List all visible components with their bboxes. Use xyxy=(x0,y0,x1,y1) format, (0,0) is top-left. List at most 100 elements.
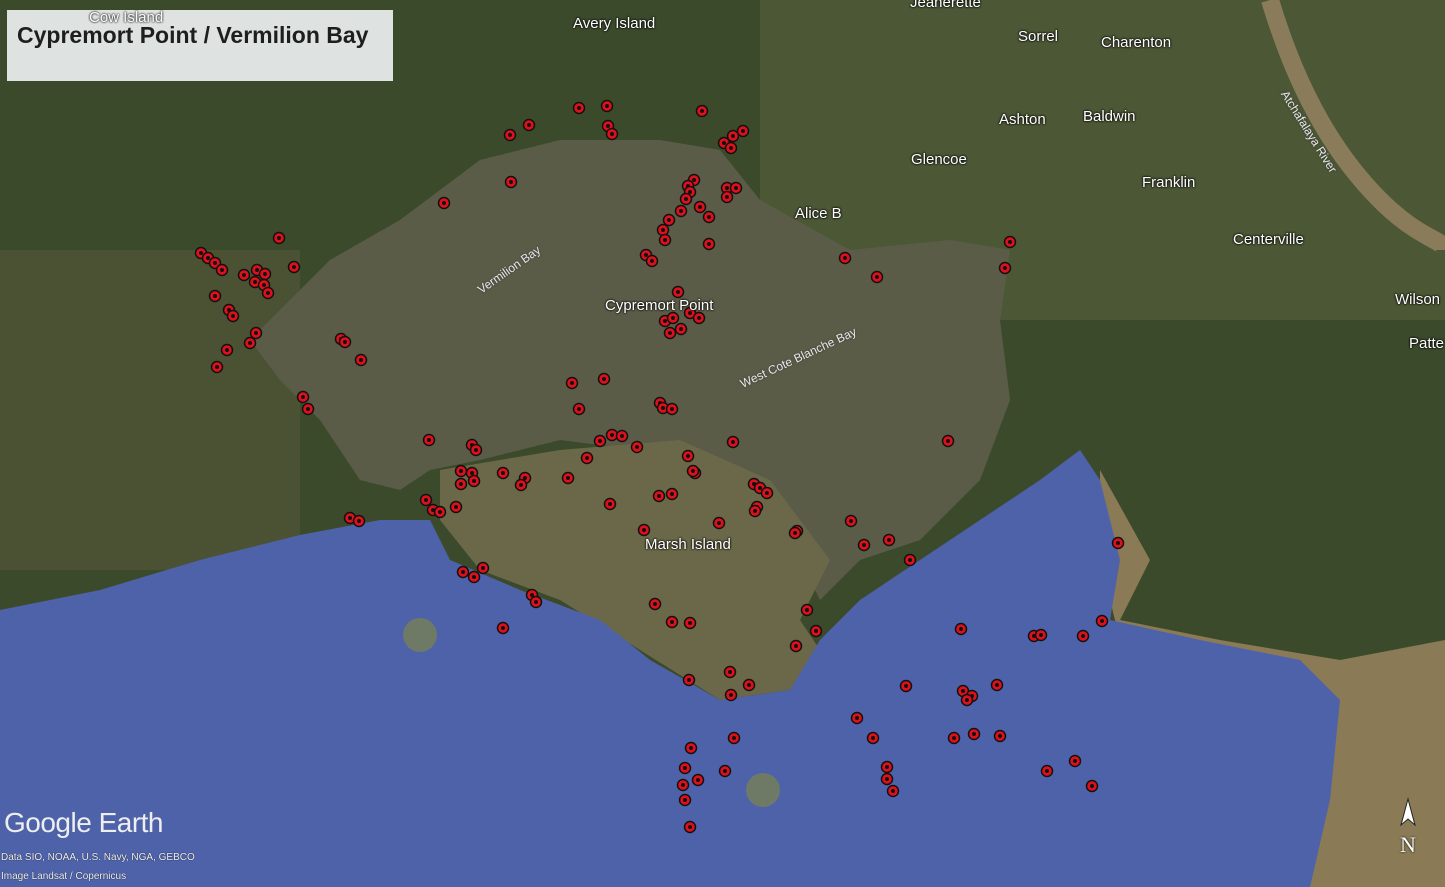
location-marker-center xyxy=(734,186,738,190)
place-avery-island[interactable]: Avery Island xyxy=(573,15,656,32)
location-marker-center xyxy=(688,311,692,315)
location-marker-center xyxy=(683,766,687,770)
location-marker-center xyxy=(793,531,797,535)
location-marker-center xyxy=(725,195,729,199)
location-marker-center xyxy=(722,141,726,145)
data-credit: Data SIO, NOAA, U.S. Navy, NGA, GEBCO xyxy=(1,852,195,863)
location-marker-center xyxy=(765,491,769,495)
location-marker-center xyxy=(657,494,661,498)
location-marker-center xyxy=(472,575,476,579)
location-marker-center xyxy=(723,769,727,773)
location-marker-center xyxy=(225,348,229,352)
location-marker-center xyxy=(306,407,310,411)
location-marker-center xyxy=(692,178,696,182)
place-alice-b[interactable]: Alice B xyxy=(795,205,842,222)
location-marker-center xyxy=(1081,634,1085,638)
location-marker-center xyxy=(608,502,612,506)
location-marker-center xyxy=(343,340,347,344)
location-marker-center xyxy=(676,290,680,294)
location-marker-center xyxy=(849,519,853,523)
location-marker-center xyxy=(707,215,711,219)
location-marker-center xyxy=(875,275,879,279)
shoal xyxy=(746,773,780,807)
location-marker-center xyxy=(459,469,463,473)
location-marker-center xyxy=(885,777,889,781)
north-arrow-icon xyxy=(1400,797,1416,827)
location-marker-center xyxy=(199,251,203,255)
location-marker-center xyxy=(959,627,963,631)
location-marker-center xyxy=(598,439,602,443)
map-title: Cypremort Point / Vermilion Bay xyxy=(17,22,369,48)
location-marker-center xyxy=(753,509,757,513)
marsh-island-land xyxy=(440,440,830,700)
place-sorrel[interactable]: Sorrel xyxy=(1018,28,1059,45)
location-marker-center xyxy=(731,134,735,138)
location-marker-center xyxy=(610,433,614,437)
location-marker-center xyxy=(254,331,258,335)
location-marker-center xyxy=(670,492,674,496)
place-baldwin[interactable]: Baldwin xyxy=(1083,108,1136,125)
location-marker-center xyxy=(427,438,431,442)
location-marker-center xyxy=(683,798,687,802)
place-glencoe[interactable]: Glencoe xyxy=(911,151,967,168)
location-marker-center xyxy=(501,471,505,475)
location-marker-center xyxy=(231,314,235,318)
location-marker-center xyxy=(566,476,570,480)
location-marker-center xyxy=(661,228,665,232)
location-marker-center xyxy=(679,209,683,213)
place-marsh-island[interactable]: Marsh Island xyxy=(645,536,731,553)
location-marker-center xyxy=(220,268,224,272)
location-marker-center xyxy=(696,778,700,782)
location-marker-center xyxy=(729,146,733,150)
location-marker-center xyxy=(670,407,674,411)
location-marker-center xyxy=(481,566,485,570)
place-wilson[interactable]: Wilson xyxy=(1395,291,1441,308)
location-marker-center xyxy=(292,265,296,269)
location-marker-center xyxy=(442,201,446,205)
location-marker-center xyxy=(527,123,531,127)
location-marker-center xyxy=(904,684,908,688)
farmland-west xyxy=(0,250,300,570)
place-centerville[interactable]: Centerville xyxy=(1233,231,1304,248)
place-ashton[interactable]: Ashton xyxy=(999,111,1046,128)
location-marker-center xyxy=(644,253,648,257)
place-patte[interactable]: Patte xyxy=(1409,335,1445,352)
location-marker-center xyxy=(530,593,534,597)
location-marker-center xyxy=(670,620,674,624)
location-marker-center xyxy=(248,341,252,345)
location-marker-center xyxy=(454,505,458,509)
google-earth-logo: Google Earth xyxy=(4,807,164,838)
location-marker-center xyxy=(585,456,589,460)
place-cypremort-point[interactable]: Cypremort Point xyxy=(605,297,714,314)
location-marker-center xyxy=(262,283,266,287)
north-arrow[interactable]: N xyxy=(1395,797,1421,857)
place-charenton[interactable]: Charenton xyxy=(1101,34,1172,51)
location-marker-center xyxy=(470,471,474,475)
title-box: Cypremort Point / Vermilion Bay xyxy=(7,10,393,81)
location-marker-center xyxy=(843,256,847,260)
place-jeanerette[interactable]: Jeanerette xyxy=(910,0,981,11)
location-marker-center xyxy=(519,483,523,487)
location-marker-center xyxy=(961,689,965,693)
north-label: N xyxy=(1400,832,1416,857)
location-marker-center xyxy=(438,510,442,514)
location-marker-center xyxy=(686,454,690,458)
location-marker-center xyxy=(577,407,581,411)
location-marker-center xyxy=(1073,759,1077,763)
location-marker-center xyxy=(688,825,692,829)
location-marker-center xyxy=(855,716,859,720)
location-marker-center xyxy=(1008,240,1012,244)
location-marker-center xyxy=(570,381,574,385)
place-franklin[interactable]: Franklin xyxy=(1142,174,1196,191)
location-marker-center xyxy=(1116,541,1120,545)
location-marker-center xyxy=(998,734,1002,738)
location-marker-center xyxy=(663,238,667,242)
location-marker-center xyxy=(814,629,818,633)
location-marker-center xyxy=(794,644,798,648)
location-marker-center xyxy=(698,205,702,209)
location-marker-center xyxy=(725,186,729,190)
place-cow-island[interactable]: Cow Island xyxy=(89,9,164,26)
location-marker-center xyxy=(688,621,692,625)
location-marker-center xyxy=(472,479,476,483)
